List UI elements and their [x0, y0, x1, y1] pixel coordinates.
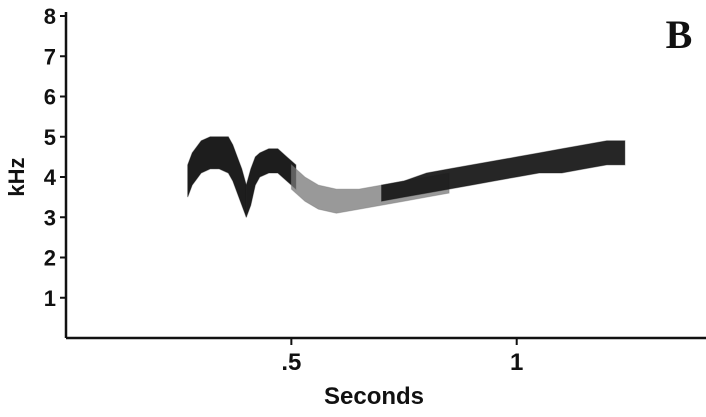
x-tick-label: .5 [281, 349, 301, 376]
y-tick-label: 2 [44, 246, 56, 271]
axes-layer [64, 12, 706, 340]
y-tick-label: 5 [44, 125, 56, 150]
y-tick-label: 7 [44, 44, 56, 69]
spectrogram-band-2-0 [381, 140, 626, 202]
x-tick-label: 1 [510, 349, 523, 376]
plot-layer [187, 136, 626, 218]
spectrogram-band-1-0 [290, 163, 450, 214]
x-axis-label: Seconds [324, 383, 424, 410]
y-tick-label: 1 [44, 286, 56, 311]
y-tick-label: 6 [44, 85, 56, 110]
panel-label: B [666, 12, 693, 57]
y-tick-label: 4 [44, 165, 57, 190]
spectrogram-band-0-1 [245, 148, 297, 218]
spectrogram-band-0-0 [187, 136, 247, 218]
y-tick-label: 8 [44, 4, 56, 29]
ticks-layer: 1 2 3 4 5 6 7 8 .5 1 [44, 4, 524, 376]
y-tick-label: 3 [44, 205, 56, 230]
y-axis-label: kHz [4, 157, 29, 196]
